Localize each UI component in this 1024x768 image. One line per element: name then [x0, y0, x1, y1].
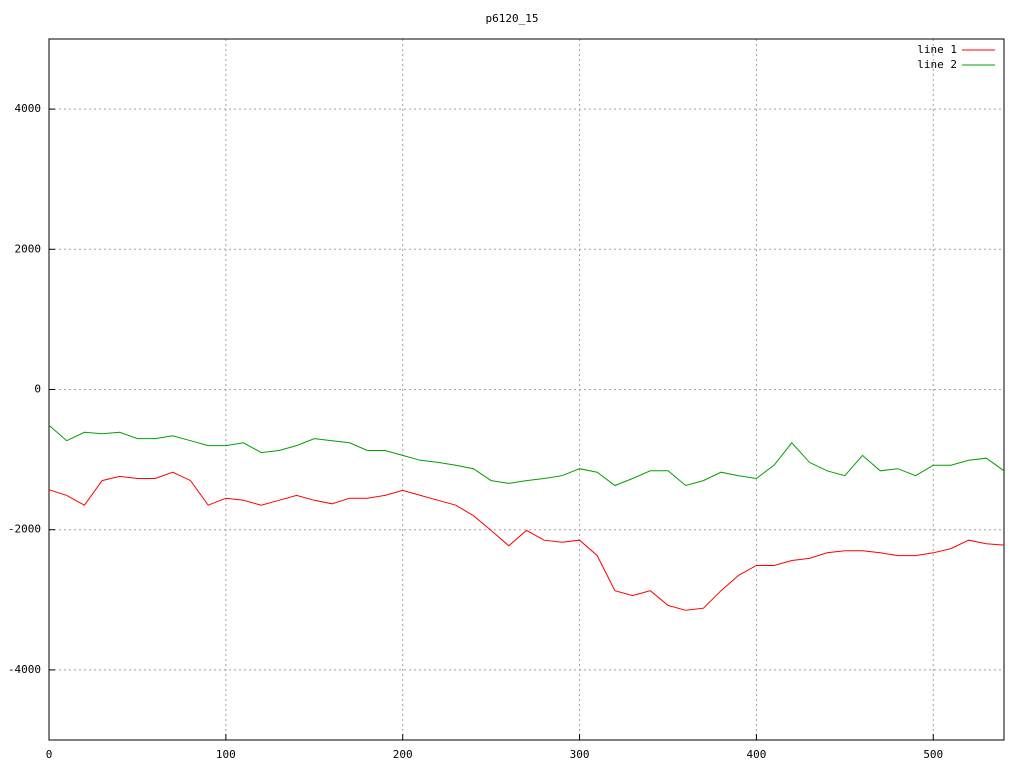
legend-label: line 2 [917, 58, 957, 71]
plot-frame [48, 38, 1005, 741]
x-tick-label: 200 [393, 748, 413, 761]
chart-title: p6120_15 [486, 12, 539, 25]
y-tick-label: 2000 [15, 242, 42, 255]
legend-label: line 1 [917, 43, 957, 56]
x-tick-label: 500 [923, 748, 943, 761]
y-tick-label: 0 [34, 383, 41, 396]
y-tick-label: 4000 [15, 102, 42, 115]
y-tick-label: -2000 [8, 523, 41, 536]
data-line [48, 471, 1005, 611]
data-line [48, 424, 1005, 487]
x-tick-label: 0 [46, 748, 53, 761]
x-tick-label: 400 [746, 748, 766, 761]
y-tick-label: -4000 [8, 663, 41, 676]
x-tick-label: 100 [216, 748, 236, 761]
x-tick-label: 300 [570, 748, 590, 761]
